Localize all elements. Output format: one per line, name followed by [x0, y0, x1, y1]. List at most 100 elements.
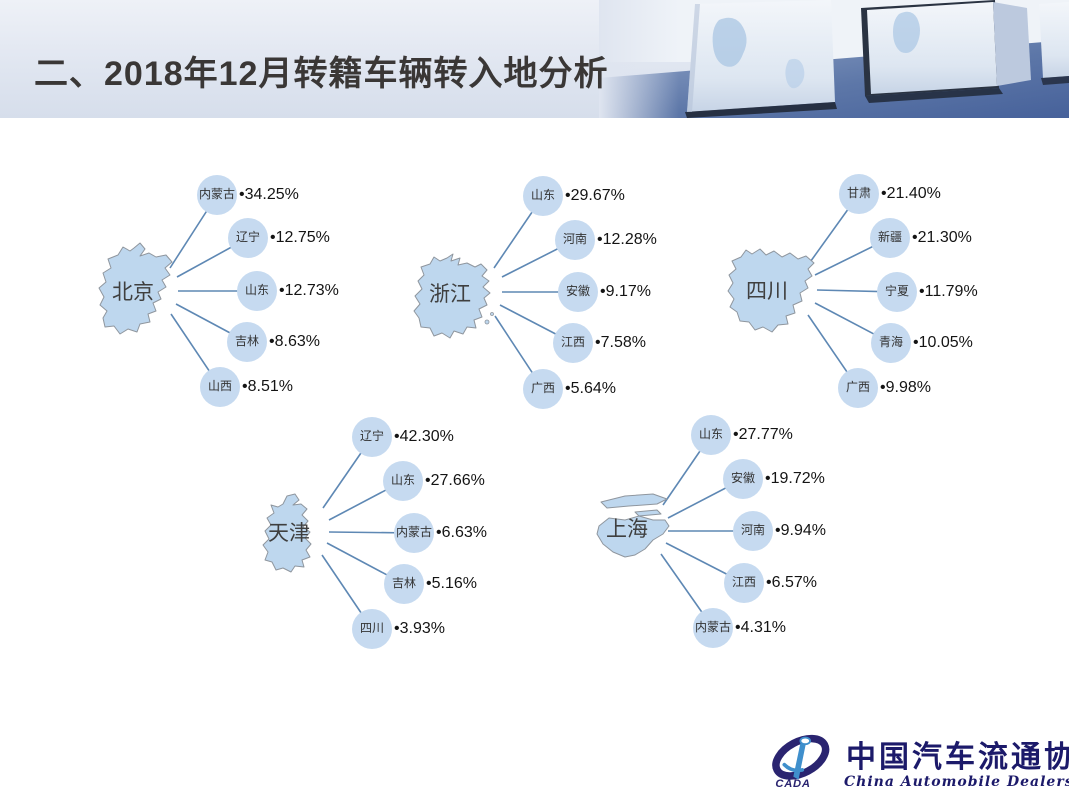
source-province-node: 甘肃 [839, 174, 879, 214]
percent-value: •5.16% [426, 575, 477, 592]
source-province-label: 山东 [530, 188, 555, 203]
percent-value: •21.40% [881, 185, 941, 202]
percent-value: •5.64% [565, 380, 616, 397]
source-province-label: 安徽 [565, 284, 590, 299]
diagram-sichuan: 四川 甘肃 •21.40% 新疆 •21.30% 宁夏 •11.79% 青海 •… [720, 170, 1020, 415]
cada-acronym: CADA [775, 778, 810, 790]
source-province-label: 安徽 [730, 471, 755, 486]
source-province-node: 吉林 [384, 564, 424, 604]
source-province-label: 广西 [530, 381, 555, 396]
source-province-label: 山东 [244, 283, 269, 298]
percent-value: •42.30% [394, 428, 454, 445]
hub-province-label: 上海 [606, 518, 648, 541]
source-province-label: 内蒙古 [694, 620, 731, 635]
percent-value: •27.77% [733, 426, 793, 443]
percent-value: •34.25% [239, 186, 299, 203]
source-province-label: 江西 [560, 335, 585, 350]
percent-value: •27.66% [425, 472, 485, 489]
slide-header: 二、2018年12月转籍车辆转入地分析 [0, 0, 1069, 118]
percent-value: •7.58% [595, 334, 646, 351]
source-province-label: 内蒙古 [395, 525, 432, 540]
percent-value: •9.17% [600, 283, 651, 300]
source-province-node: 内蒙古 [394, 513, 434, 553]
source-province-label: 河南 [740, 523, 765, 538]
source-province-node: 山东 [691, 415, 731, 455]
source-province-node: 广西 [523, 369, 563, 409]
percent-value: •6.63% [436, 524, 487, 541]
source-province-label: 新疆 [877, 230, 902, 245]
source-province-node: 河南 [555, 220, 595, 260]
diagram-tianjin: 天津 辽宁 •42.30% 山东 •27.66% 内蒙古 •6.63% 吉林 •… [255, 408, 545, 658]
percent-value: •8.63% [269, 333, 320, 350]
source-province-label: 宁夏 [884, 284, 909, 299]
shanghai-chongming-strip [600, 493, 668, 509]
tianjin-map-shape [262, 493, 312, 573]
hub-province-label: 浙江 [429, 283, 471, 306]
source-province-label: 山东 [390, 473, 415, 488]
percent-value: •12.28% [597, 231, 657, 248]
beijing-map-shape [98, 242, 173, 335]
percent-value: •8.51% [242, 378, 293, 395]
source-province-node: 宁夏 [877, 272, 917, 312]
source-province-label: 内蒙古 [198, 187, 235, 202]
diagram-shanghai: 上海 山东 •27.77% 安徽 •19.72% 河南 •9.94% 江西 •6… [595, 408, 885, 658]
source-province-node: 辽宁 [228, 218, 268, 258]
source-province-node: 山东 [383, 461, 423, 501]
hub-province-label: 四川 [746, 280, 788, 303]
source-province-node: 内蒙古 [693, 608, 733, 648]
shanghai-map-and-connectors [596, 434, 753, 629]
shanghai-map-shape [596, 515, 670, 558]
source-province-label: 青海 [878, 335, 903, 350]
source-province-label: 山东 [698, 427, 723, 442]
source-province-label: 吉林 [391, 576, 416, 591]
source-province-label: 广西 [845, 380, 870, 395]
percent-value: •6.57% [766, 574, 817, 591]
tianjin-map-and-connectors [262, 436, 415, 630]
diagram-beijing: 北京 内蒙古 •34.25% 辽宁 •12.75% 山东 •12.73% 吉林 … [90, 170, 380, 415]
source-province-node: 江西 [724, 563, 764, 603]
percent-value: •10.05% [913, 334, 973, 351]
shanghai-island-sliver [634, 509, 662, 517]
percent-value: •12.75% [270, 229, 330, 246]
source-province-label: 辽宁 [359, 429, 384, 444]
source-province-node: 青海 [871, 323, 911, 363]
diagram-zhejiang: 浙江 山东 •29.67% 河南 •12.28% 安徽 •9.17% 江西 •7… [405, 170, 695, 415]
source-province-node: 安徽 [558, 272, 598, 312]
percent-value: •9.94% [775, 522, 826, 539]
beijing-map-and-connectors [98, 194, 257, 388]
source-province-node: 山西 [200, 367, 240, 407]
hub-province-label: 天津 [268, 522, 310, 545]
world-cubes-decoration [599, 0, 1069, 118]
percent-value: •19.72% [765, 470, 825, 487]
org-name-chinese: 中国汽车流通协会 [846, 740, 1069, 775]
percent-value: •29.67% [565, 187, 625, 204]
source-province-node: 吉林 [227, 322, 267, 362]
source-province-label: 甘肃 [846, 186, 871, 201]
percent-value: •9.98% [880, 379, 931, 396]
source-province-node: 四川 [352, 609, 392, 649]
percent-value: •4.31% [735, 619, 786, 636]
source-province-label: 辽宁 [235, 230, 260, 245]
source-province-node: 内蒙古 [197, 175, 237, 215]
source-province-label: 四川 [359, 621, 384, 636]
source-province-label: 江西 [731, 575, 756, 590]
source-province-node: 河南 [733, 511, 773, 551]
source-province-node: 广西 [838, 368, 878, 408]
source-province-node: 安徽 [723, 459, 763, 499]
percent-value: •3.93% [394, 620, 445, 637]
source-province-node: 辽宁 [352, 417, 392, 457]
source-province-label: 吉林 [234, 334, 259, 349]
percent-value: •12.73% [279, 282, 339, 299]
percent-value: •21.30% [912, 229, 972, 246]
source-province-node: 山东 [523, 176, 563, 216]
source-province-node: 山东 [237, 271, 277, 311]
zhejiang-map-shape [413, 253, 491, 339]
slide-title: 二、2018年12月转籍车辆转入地分析 [34, 55, 609, 93]
percent-value: •11.79% [919, 283, 978, 300]
source-province-label: 河南 [562, 232, 587, 247]
hub-province-label: 北京 [112, 281, 154, 304]
org-name-english: China Automobile Dealers Association [844, 774, 1069, 790]
cada-emblem-icon: CADA [772, 734, 830, 790]
source-province-node: 江西 [553, 323, 593, 363]
